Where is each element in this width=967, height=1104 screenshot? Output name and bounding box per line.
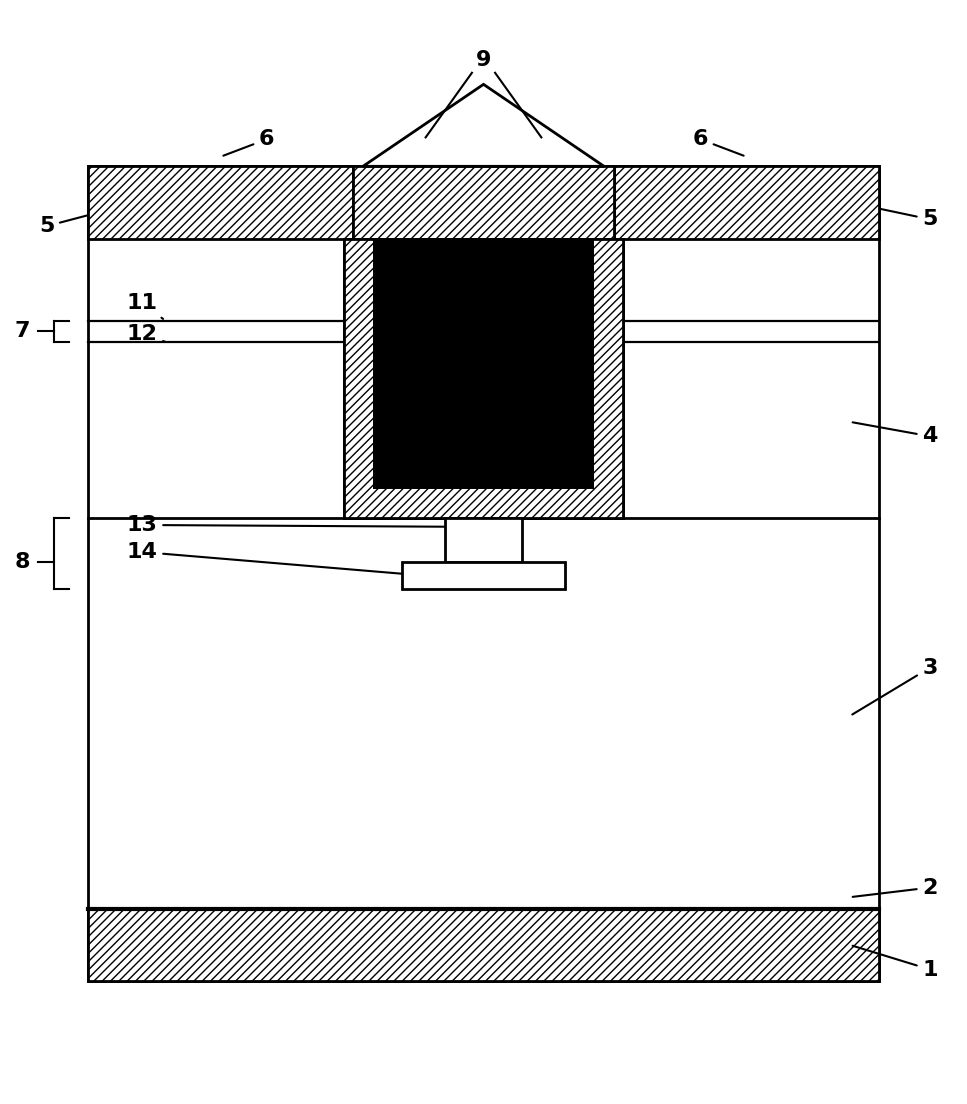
- Text: 7: 7: [15, 321, 30, 341]
- Bar: [343, 238, 624, 518]
- Text: 6: 6: [692, 129, 744, 156]
- Text: 14: 14: [127, 542, 481, 581]
- Bar: [353, 167, 614, 238]
- Text: 12: 12: [127, 325, 165, 344]
- Text: 5: 5: [853, 203, 938, 230]
- Text: 11: 11: [127, 294, 163, 319]
- Bar: [445, 518, 522, 562]
- Bar: [343, 238, 624, 518]
- Text: 6: 6: [223, 129, 275, 156]
- Polygon shape: [363, 84, 604, 167]
- Text: 2: 2: [853, 878, 938, 898]
- Text: 13: 13: [127, 514, 481, 535]
- Bar: [614, 167, 879, 238]
- Text: 4: 4: [853, 423, 938, 446]
- Text: 8: 8: [15, 552, 30, 572]
- Text: 10: 10: [468, 139, 499, 200]
- Bar: [88, 909, 879, 981]
- Bar: [343, 489, 624, 518]
- Text: 9: 9: [476, 50, 491, 70]
- Bar: [88, 167, 879, 981]
- Bar: [343, 238, 372, 518]
- Bar: [595, 238, 624, 518]
- Bar: [401, 562, 566, 588]
- Text: 5: 5: [39, 203, 133, 236]
- Bar: [88, 167, 353, 238]
- Text: 1: 1: [853, 946, 938, 979]
- Text: 3: 3: [852, 658, 938, 714]
